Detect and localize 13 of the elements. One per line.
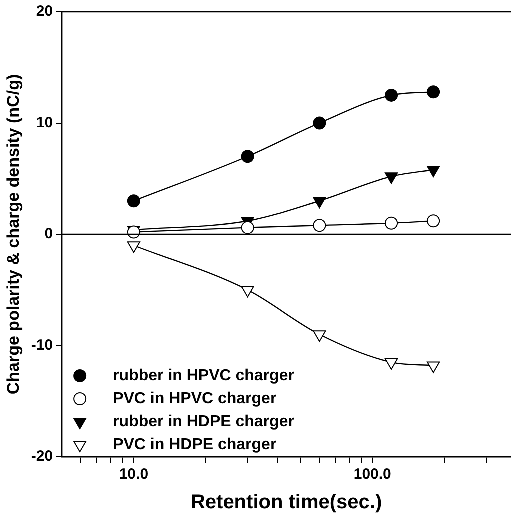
y-axis-title: Charge polarity & charge density (nC/g) (4, 74, 23, 395)
y-tick-label: -20 (31, 448, 54, 466)
y-tick-label: -10 (31, 336, 54, 354)
legend-label: PVC in HDPE charger (113, 436, 277, 454)
y-tick-label: 20 (36, 3, 54, 20)
x-axis-title: Retention time(sec.) (190, 492, 382, 514)
legend-label: PVC in HPVC charger (113, 390, 277, 408)
y-tick-label: 0 (44, 226, 54, 243)
legend-label: rubber in HDPE charger (113, 413, 294, 430)
legend-label: rubber in HPVC charger (113, 367, 294, 384)
x-tick-label: 100.0 (354, 466, 392, 484)
x-tick-label: 10.0 (119, 466, 149, 484)
y-tick-label: 10 (36, 114, 54, 132)
